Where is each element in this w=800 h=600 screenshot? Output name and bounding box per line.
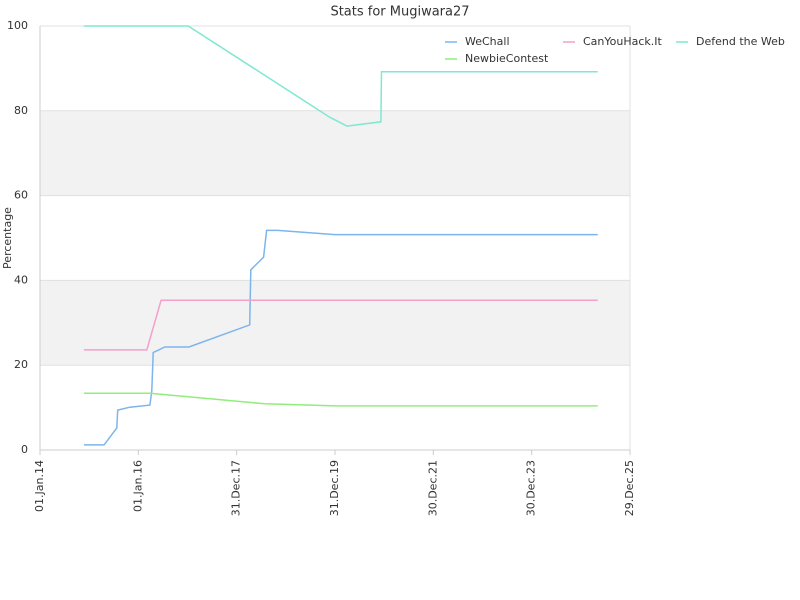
x-tick-label: 01.Jan.14: [33, 460, 46, 512]
y-tick-label: 100: [7, 19, 28, 32]
plot-background: [40, 110, 630, 366]
y-tick-label: 60: [14, 189, 28, 202]
legend-label: NewbieContest: [465, 52, 549, 65]
legend-label: WeChall: [465, 35, 510, 48]
x-tick-label: 31.Dec.17: [230, 460, 243, 516]
series-line: [83, 25, 598, 127]
chart-title: Stats for Mugiwara27: [330, 5, 469, 20]
x-tick-label: 31.Dec.19: [328, 460, 341, 516]
x-tick-label: 30.Dec.21: [426, 460, 439, 516]
x-tick-label: 30.Dec.23: [525, 460, 538, 516]
x-tick-label: 01.Jan.16: [131, 460, 144, 512]
series-line: [83, 229, 598, 446]
series-line: [83, 392, 598, 407]
grid-band: [40, 280, 630, 366]
y-tick-label: 0: [21, 443, 28, 456]
y-axis-label: Percentage: [1, 207, 14, 269]
y-tick-label: 80: [14, 104, 28, 117]
y-tick-label: 40: [14, 273, 28, 286]
y-tick-label: 20: [14, 358, 28, 371]
legend-label: CanYouHack.It: [583, 35, 663, 48]
x-tick-label: 29.Dec.25: [623, 460, 636, 516]
legend-label: Defend the Web: [696, 35, 785, 48]
grid-band: [40, 110, 630, 196]
series-line: [83, 299, 598, 351]
